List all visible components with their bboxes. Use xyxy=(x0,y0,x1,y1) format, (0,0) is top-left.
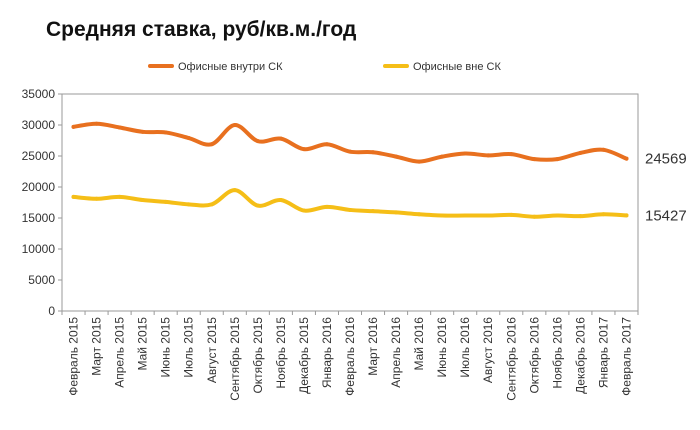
data-point xyxy=(163,130,168,135)
legend-label-1: Офисные внутри СК xyxy=(178,61,283,73)
x-tick-label: Май 2015 xyxy=(136,317,150,371)
data-point xyxy=(417,159,422,164)
data-point xyxy=(532,157,537,162)
data-point xyxy=(486,213,491,218)
x-tick-label: Март 2016 xyxy=(366,317,380,376)
plot-frame xyxy=(61,93,639,312)
data-point xyxy=(163,199,168,204)
data-point xyxy=(278,136,283,141)
data-point xyxy=(255,203,260,208)
data-point xyxy=(186,136,191,141)
data-point xyxy=(486,153,491,158)
legend-label-2: Офисные вне СК xyxy=(413,61,501,73)
data-point xyxy=(463,151,468,156)
data-point xyxy=(255,139,260,144)
x-tick-label: Февраль 2017 xyxy=(619,317,633,396)
y-tick-label: 25000 xyxy=(22,149,56,163)
data-point xyxy=(186,202,191,207)
end-labels: 24569 15427 xyxy=(645,151,687,225)
data-point xyxy=(301,208,306,213)
data-point xyxy=(440,154,445,159)
x-tick-label: Март 2015 xyxy=(90,317,104,376)
data-point xyxy=(624,213,629,218)
x-tick-label: Сентябрь 2016 xyxy=(504,317,518,401)
x-tick-label: Декабрь 2015 xyxy=(297,317,311,394)
y-tick-label: 30000 xyxy=(22,118,56,132)
data-point xyxy=(578,150,583,155)
data-point xyxy=(440,213,445,218)
data-point xyxy=(509,152,514,157)
x-tick-label: Июнь 2015 xyxy=(159,317,173,378)
legend: Офисные внутри СК Офисные вне СК xyxy=(148,61,501,73)
data-point xyxy=(532,214,537,219)
data-point xyxy=(94,196,99,201)
data-point xyxy=(348,149,352,154)
x-tick-label: Август 2015 xyxy=(205,317,219,383)
data-point xyxy=(140,129,145,134)
x-tick-label: Сентябрь 2015 xyxy=(228,317,242,401)
data-point xyxy=(509,212,514,217)
data-point xyxy=(601,147,606,152)
data-point xyxy=(463,213,468,218)
x-tick-label: Май 2016 xyxy=(412,317,426,371)
data-point xyxy=(71,194,76,199)
x-tick-label: Ноябрь 2015 xyxy=(274,317,288,389)
y-axis: 0 5000 10000 15000 20000 25000 30000 35000 xyxy=(22,87,62,318)
x-tick-label: Октябрь 2016 xyxy=(527,317,541,394)
data-point xyxy=(394,210,399,215)
data-point xyxy=(140,198,145,203)
data-point xyxy=(324,204,329,209)
data-point xyxy=(555,157,560,162)
y-tick-label: 10000 xyxy=(22,242,56,256)
y-tick-label: 20000 xyxy=(22,180,56,194)
data-point xyxy=(624,156,629,161)
series-lines xyxy=(71,121,629,219)
end-value-label-2: 15427 xyxy=(645,207,687,224)
x-tick-label: Август 2016 xyxy=(481,317,495,383)
y-tick-label: 15000 xyxy=(22,211,56,225)
data-point xyxy=(94,121,99,126)
x-tick-label: Февраль 2016 xyxy=(343,317,357,396)
x-tick-label: Январь 2017 xyxy=(596,317,610,388)
data-point xyxy=(232,188,237,193)
data-point xyxy=(601,212,606,217)
data-point xyxy=(371,150,376,155)
data-point xyxy=(278,198,283,203)
x-tick-label: Февраль 2015 xyxy=(67,317,81,396)
data-point xyxy=(209,142,214,147)
data-point xyxy=(209,202,214,207)
data-point xyxy=(232,123,237,127)
x-tick-label: Апрель 2015 xyxy=(113,317,127,388)
x-axis: Февраль 2015 Март 2015 Апрель 2015 Май 2015… xyxy=(61,311,639,401)
data-point xyxy=(394,154,399,159)
data-point xyxy=(371,209,376,214)
end-value-label-1: 24569 xyxy=(645,151,687,168)
data-point xyxy=(324,142,329,147)
data-point xyxy=(417,212,422,217)
chart-title: Средняя ставка, руб/кв.м./год xyxy=(46,18,357,41)
y-tick-label: 5000 xyxy=(28,273,55,287)
y-tick-label: 0 xyxy=(48,304,55,318)
x-tick-label: Апрель 2016 xyxy=(389,317,403,388)
data-point xyxy=(555,213,560,218)
data-point xyxy=(71,124,76,129)
y-tick-label: 35000 xyxy=(22,87,56,101)
x-tick-label: Октябрь 2015 xyxy=(251,317,265,394)
series-line-1 xyxy=(71,121,629,164)
data-point xyxy=(117,194,122,199)
x-tick-label: Июнь 2016 xyxy=(435,317,449,378)
x-tick-label: Декабрь 2016 xyxy=(573,317,587,394)
data-point xyxy=(578,214,583,219)
series-line-2 xyxy=(71,188,629,219)
x-tick-label: Ноябрь 2016 xyxy=(550,317,564,389)
data-point xyxy=(117,125,122,130)
data-point xyxy=(301,147,306,152)
x-tick-label: Июль 2015 xyxy=(182,317,196,378)
data-point xyxy=(348,207,352,212)
x-tick-label: Июль 2016 xyxy=(458,317,472,378)
x-tick-label: Январь 2016 xyxy=(320,317,334,388)
